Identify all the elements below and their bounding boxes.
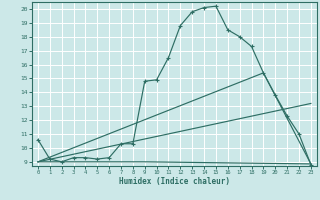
X-axis label: Humidex (Indice chaleur): Humidex (Indice chaleur) xyxy=(119,177,230,186)
